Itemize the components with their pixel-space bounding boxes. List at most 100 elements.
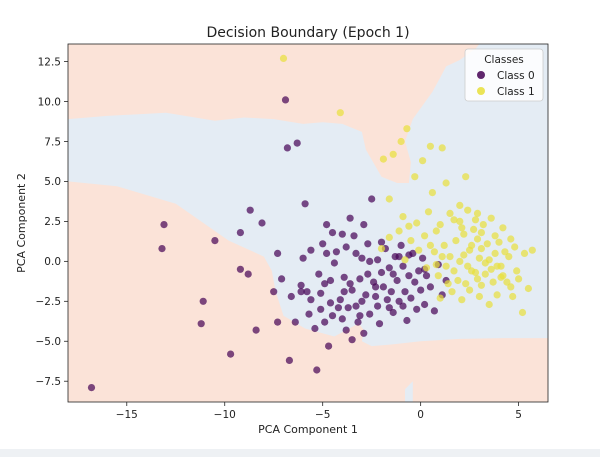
bottom-strip xyxy=(0,449,600,457)
point-class-0-25 xyxy=(302,200,309,207)
point-class-0-18 xyxy=(284,144,291,151)
point-class-0-102 xyxy=(317,306,324,313)
point-class-0-75 xyxy=(407,295,414,302)
point-class-1-11 xyxy=(443,179,450,186)
point-class-0-78 xyxy=(413,306,420,313)
point-class-1-75 xyxy=(501,248,508,255)
point-class-1-88 xyxy=(443,263,450,270)
point-class-0-42 xyxy=(343,327,350,334)
point-class-0-4 xyxy=(198,320,205,327)
point-class-1-96 xyxy=(529,247,536,254)
y-axis: −7.5−5.0−2.50.02.55.07.510.012.5 xyxy=(36,56,69,388)
point-class-1-87 xyxy=(494,263,501,270)
point-class-1-28 xyxy=(525,285,532,292)
point-class-0-81 xyxy=(419,255,426,262)
point-class-1-82 xyxy=(439,253,446,260)
point-class-1-50 xyxy=(460,251,467,258)
point-class-1-13 xyxy=(462,173,469,180)
y-tick-label-0: −7.5 xyxy=(36,376,62,388)
x-tick-label-3: 0 xyxy=(417,409,424,421)
point-class-1-98 xyxy=(421,232,428,239)
point-class-1-99 xyxy=(405,223,412,230)
point-class-0-31 xyxy=(317,290,324,297)
point-class-1-19 xyxy=(446,210,453,217)
y-axis-label: PCA Component 2 xyxy=(15,173,28,273)
point-class-0-106 xyxy=(327,299,334,306)
point-class-0-23 xyxy=(300,255,307,262)
point-class-1-80 xyxy=(462,280,469,287)
point-class-0-45 xyxy=(349,287,356,294)
point-class-0-93 xyxy=(364,271,371,278)
legend-marker-class-1 xyxy=(477,87,485,95)
point-class-1-74 xyxy=(486,256,493,263)
point-class-0-29 xyxy=(313,366,320,373)
y-tick-label-6: 7.5 xyxy=(44,136,61,148)
point-class-0-54 xyxy=(366,311,373,318)
point-class-1-36 xyxy=(466,287,473,294)
point-class-1-53 xyxy=(484,240,491,247)
point-class-0-2 xyxy=(158,245,165,252)
point-class-0-100 xyxy=(329,229,336,236)
point-class-1-57 xyxy=(513,267,520,274)
point-class-0-71 xyxy=(399,263,406,270)
point-class-1-4 xyxy=(398,138,405,145)
point-class-1-73 xyxy=(478,245,485,252)
point-class-1-0 xyxy=(280,55,287,62)
point-class-0-47 xyxy=(352,303,359,310)
point-class-1-68 xyxy=(495,239,502,246)
point-class-1-8 xyxy=(427,143,434,150)
point-class-1-25 xyxy=(499,224,506,231)
point-class-0-77 xyxy=(411,279,418,286)
point-class-1-52 xyxy=(476,255,483,262)
point-class-1-76 xyxy=(511,243,518,250)
point-class-0-61 xyxy=(380,283,387,290)
point-class-1-18 xyxy=(433,227,440,234)
point-class-0-63 xyxy=(384,296,391,303)
point-class-1-15 xyxy=(399,213,406,220)
point-class-1-12 xyxy=(456,202,463,209)
point-class-0-17 xyxy=(282,96,289,103)
point-class-1-23 xyxy=(478,229,485,236)
point-class-0-30 xyxy=(315,271,322,278)
point-class-1-42 xyxy=(423,264,430,271)
y-tick-label-4: 2.5 xyxy=(44,216,61,228)
point-class-0-98 xyxy=(386,304,393,311)
point-class-1-47 xyxy=(386,234,393,241)
point-class-0-5 xyxy=(211,237,218,244)
point-class-0-105 xyxy=(358,298,365,305)
point-class-0-91 xyxy=(343,243,350,250)
point-class-0-36 xyxy=(327,277,334,284)
point-class-1-43 xyxy=(415,247,422,254)
point-class-0-7 xyxy=(237,229,244,236)
point-class-1-34 xyxy=(478,282,485,289)
point-class-1-16 xyxy=(413,219,420,226)
point-class-1-21 xyxy=(464,207,471,214)
point-class-0-14 xyxy=(274,250,281,257)
point-class-0-51 xyxy=(360,330,367,337)
point-class-1-61 xyxy=(490,279,497,286)
point-class-0-82 xyxy=(421,301,428,308)
point-class-1-48 xyxy=(378,245,385,252)
point-class-0-72 xyxy=(401,288,408,295)
point-class-1-79 xyxy=(476,293,483,300)
point-class-1-84 xyxy=(460,231,467,238)
point-class-0-40 xyxy=(339,231,346,238)
point-class-1-29 xyxy=(519,309,526,316)
point-class-1-81 xyxy=(448,288,455,295)
point-class-0-114 xyxy=(323,250,330,257)
point-class-1-66 xyxy=(470,226,477,233)
point-class-0-41 xyxy=(341,288,348,295)
point-class-1-63 xyxy=(446,253,453,260)
point-class-0-73 xyxy=(403,317,410,324)
point-class-1-33 xyxy=(486,301,493,308)
point-class-0-20 xyxy=(288,293,295,300)
chart-title: Decision Boundary (Epoch 1) xyxy=(206,25,409,41)
point-class-0-101 xyxy=(341,274,348,281)
point-class-1-5 xyxy=(403,125,410,132)
point-class-0-11 xyxy=(253,327,260,334)
point-class-0-64 xyxy=(386,264,393,271)
point-class-0-107 xyxy=(298,288,305,295)
point-class-1-97 xyxy=(437,221,444,228)
point-class-1-27 xyxy=(521,250,528,257)
x-tick-label-1: −10 xyxy=(214,409,236,421)
